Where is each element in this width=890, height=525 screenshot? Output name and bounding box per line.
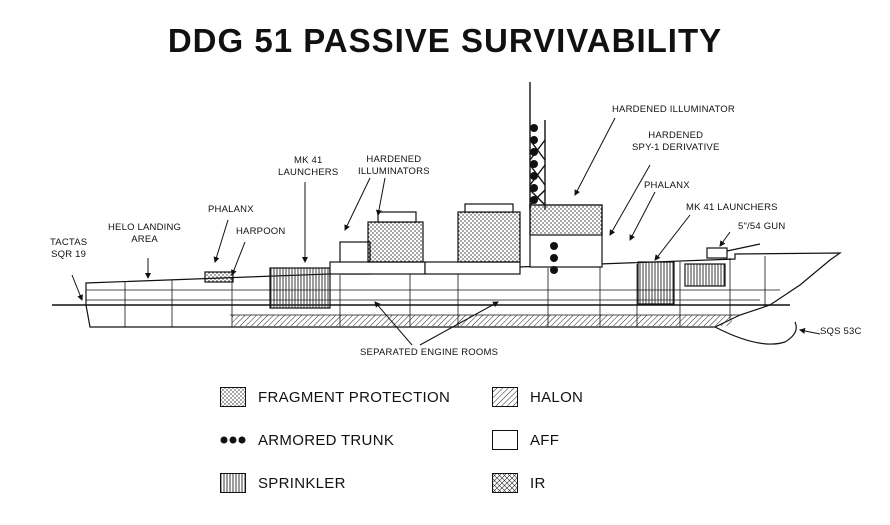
label-tactas: TACTAS SQR 19 <box>50 237 88 260</box>
aft-stack-fragment <box>367 221 424 263</box>
fwd-vls-sprinkler <box>637 261 675 305</box>
legend-label: SPRINKLER <box>258 474 346 492</box>
legend-ir: IR <box>492 473 546 493</box>
hull-outline <box>85 252 842 328</box>
superstructure <box>204 203 726 309</box>
armored-trunk <box>530 124 558 274</box>
label-gun: 5"/54 GUN <box>738 221 786 232</box>
aft-phalanx-mount <box>204 271 234 283</box>
label-phalanx-fwd: PHALANX <box>644 180 690 191</box>
label-sqs: SQS 53C <box>820 326 862 337</box>
legend-halon: HALON <box>492 387 583 407</box>
legend-swatch-ir <box>492 473 518 493</box>
aft-vls-sprinkler <box>269 267 331 309</box>
sonar-dome <box>714 321 797 345</box>
legend-aff: AFF <box>492 430 559 450</box>
halon-strip <box>232 315 732 326</box>
label-phalanx-aft: PHALANX <box>208 204 254 215</box>
legend-swatch-aff <box>492 430 518 450</box>
legend-swatch-halon <box>492 387 518 407</box>
fwd-sprinkler <box>684 263 726 287</box>
deckhouse-fragment <box>529 204 603 236</box>
mast <box>529 82 546 210</box>
gun-mount <box>706 243 761 259</box>
label-mk41-fwd: MK 41 LAUNCHERS <box>686 202 778 213</box>
label-hardened-illuminator: HARDENED ILLUMINATOR <box>612 104 735 115</box>
leaders <box>71 117 821 346</box>
label-hardened-spy: HARDENED SPY-1 DERIVATIVE <box>632 130 720 153</box>
label-engine-rooms: SEPARATED ENGINE ROOMS <box>360 347 499 358</box>
label-hardened-illuminators: HARDENED ILLUMINATORS <box>358 154 430 177</box>
legend-swatch-fragment <box>220 387 246 407</box>
legend-label: IR <box>530 474 546 492</box>
legend-label: ARMORED TRUNK <box>258 431 395 449</box>
legend-label: HALON <box>530 388 584 406</box>
legend-sprinkler: SPRINKLER <box>220 473 346 493</box>
legend-armored: ARMORED TRUNK <box>220 430 394 450</box>
label-harpoon: HARPOON <box>236 226 286 237</box>
label-mk41-aft: MK 41 LAUNCHERS <box>278 155 339 178</box>
legend-label: AFF <box>530 431 560 449</box>
diagram-title: DDG 51 PASSIVE SURVIVABILITY <box>167 22 723 59</box>
legend-swatch-armored <box>220 436 246 444</box>
legend-swatch-sprinkler <box>220 473 246 493</box>
fwd-stack-fragment <box>457 211 521 263</box>
legend-fragment: FRAGMENT PROTECTION <box>220 387 450 407</box>
label-helo-landing: HELO LANDING AREA <box>108 222 182 245</box>
legend-label: FRAGMENT PROTECTION <box>258 388 451 406</box>
